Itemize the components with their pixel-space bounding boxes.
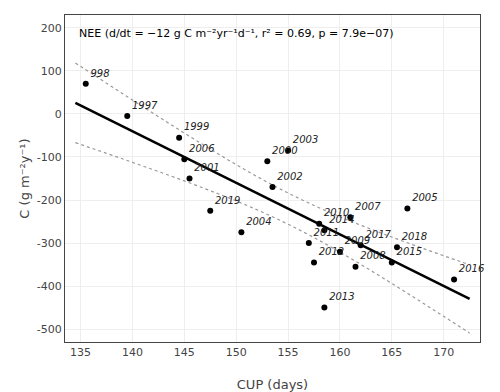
svg-text:-200: -200: [37, 194, 62, 207]
svg-text:-100: -100: [37, 151, 62, 164]
svg-text:1997: 1997: [132, 100, 158, 111]
svg-text:-300: -300: [37, 237, 62, 250]
svg-text:165: 165: [381, 346, 402, 359]
svg-text:2009: 2009: [345, 235, 370, 246]
svg-text:2007: 2007: [355, 201, 381, 212]
svg-text:2014: 2014: [329, 214, 354, 225]
svg-text:2015: 2015: [397, 246, 422, 257]
svg-text:100: 100: [41, 65, 62, 78]
svg-text:145: 145: [174, 346, 195, 359]
svg-text:2016: 2016: [459, 263, 484, 274]
svg-text:998: 998: [91, 68, 110, 79]
svg-text:2004: 2004: [246, 216, 271, 227]
svg-text:2013: 2013: [329, 291, 354, 302]
svg-text:2002: 2002: [277, 171, 302, 182]
svg-text:2003: 2003: [293, 134, 318, 145]
svg-text:CUP (days): CUP (days): [237, 377, 308, 392]
svg-text:1999: 1999: [184, 121, 209, 132]
svg-text:2008: 2008: [360, 250, 385, 261]
svg-text:2018: 2018: [402, 231, 427, 242]
svg-text:170: 170: [433, 346, 454, 359]
svg-text:2000: 2000: [272, 145, 297, 156]
svg-text:2010: 2010: [324, 207, 349, 218]
svg-text:2017: 2017: [365, 229, 391, 240]
svg-text:160: 160: [329, 346, 350, 359]
svg-text:150: 150: [226, 346, 247, 359]
svg-text:-400: -400: [37, 280, 62, 293]
svg-text:2011: 2011: [314, 227, 339, 238]
svg-text:2006: 2006: [189, 143, 214, 154]
svg-text:140: 140: [122, 346, 143, 359]
svg-text:2005: 2005: [412, 192, 437, 203]
svg-text:135: 135: [70, 346, 91, 359]
svg-text:-500: -500: [37, 323, 62, 336]
svg-text:2001: 2001: [194, 162, 219, 173]
svg-text:NEE (d/dt = −12 g C m⁻²yr⁻¹d⁻¹: NEE (d/dt = −12 g C m⁻²yr⁻¹d⁻¹, r² = 0.6…: [79, 27, 393, 40]
svg-text:200: 200: [41, 22, 62, 35]
svg-text:2012: 2012: [319, 246, 344, 257]
svg-text:C (g m⁻²y⁻¹): C (g m⁻²y⁻¹): [17, 138, 32, 218]
svg-text:2019: 2019: [215, 195, 240, 206]
svg-text:0: 0: [55, 108, 62, 121]
svg-text:155: 155: [278, 346, 299, 359]
